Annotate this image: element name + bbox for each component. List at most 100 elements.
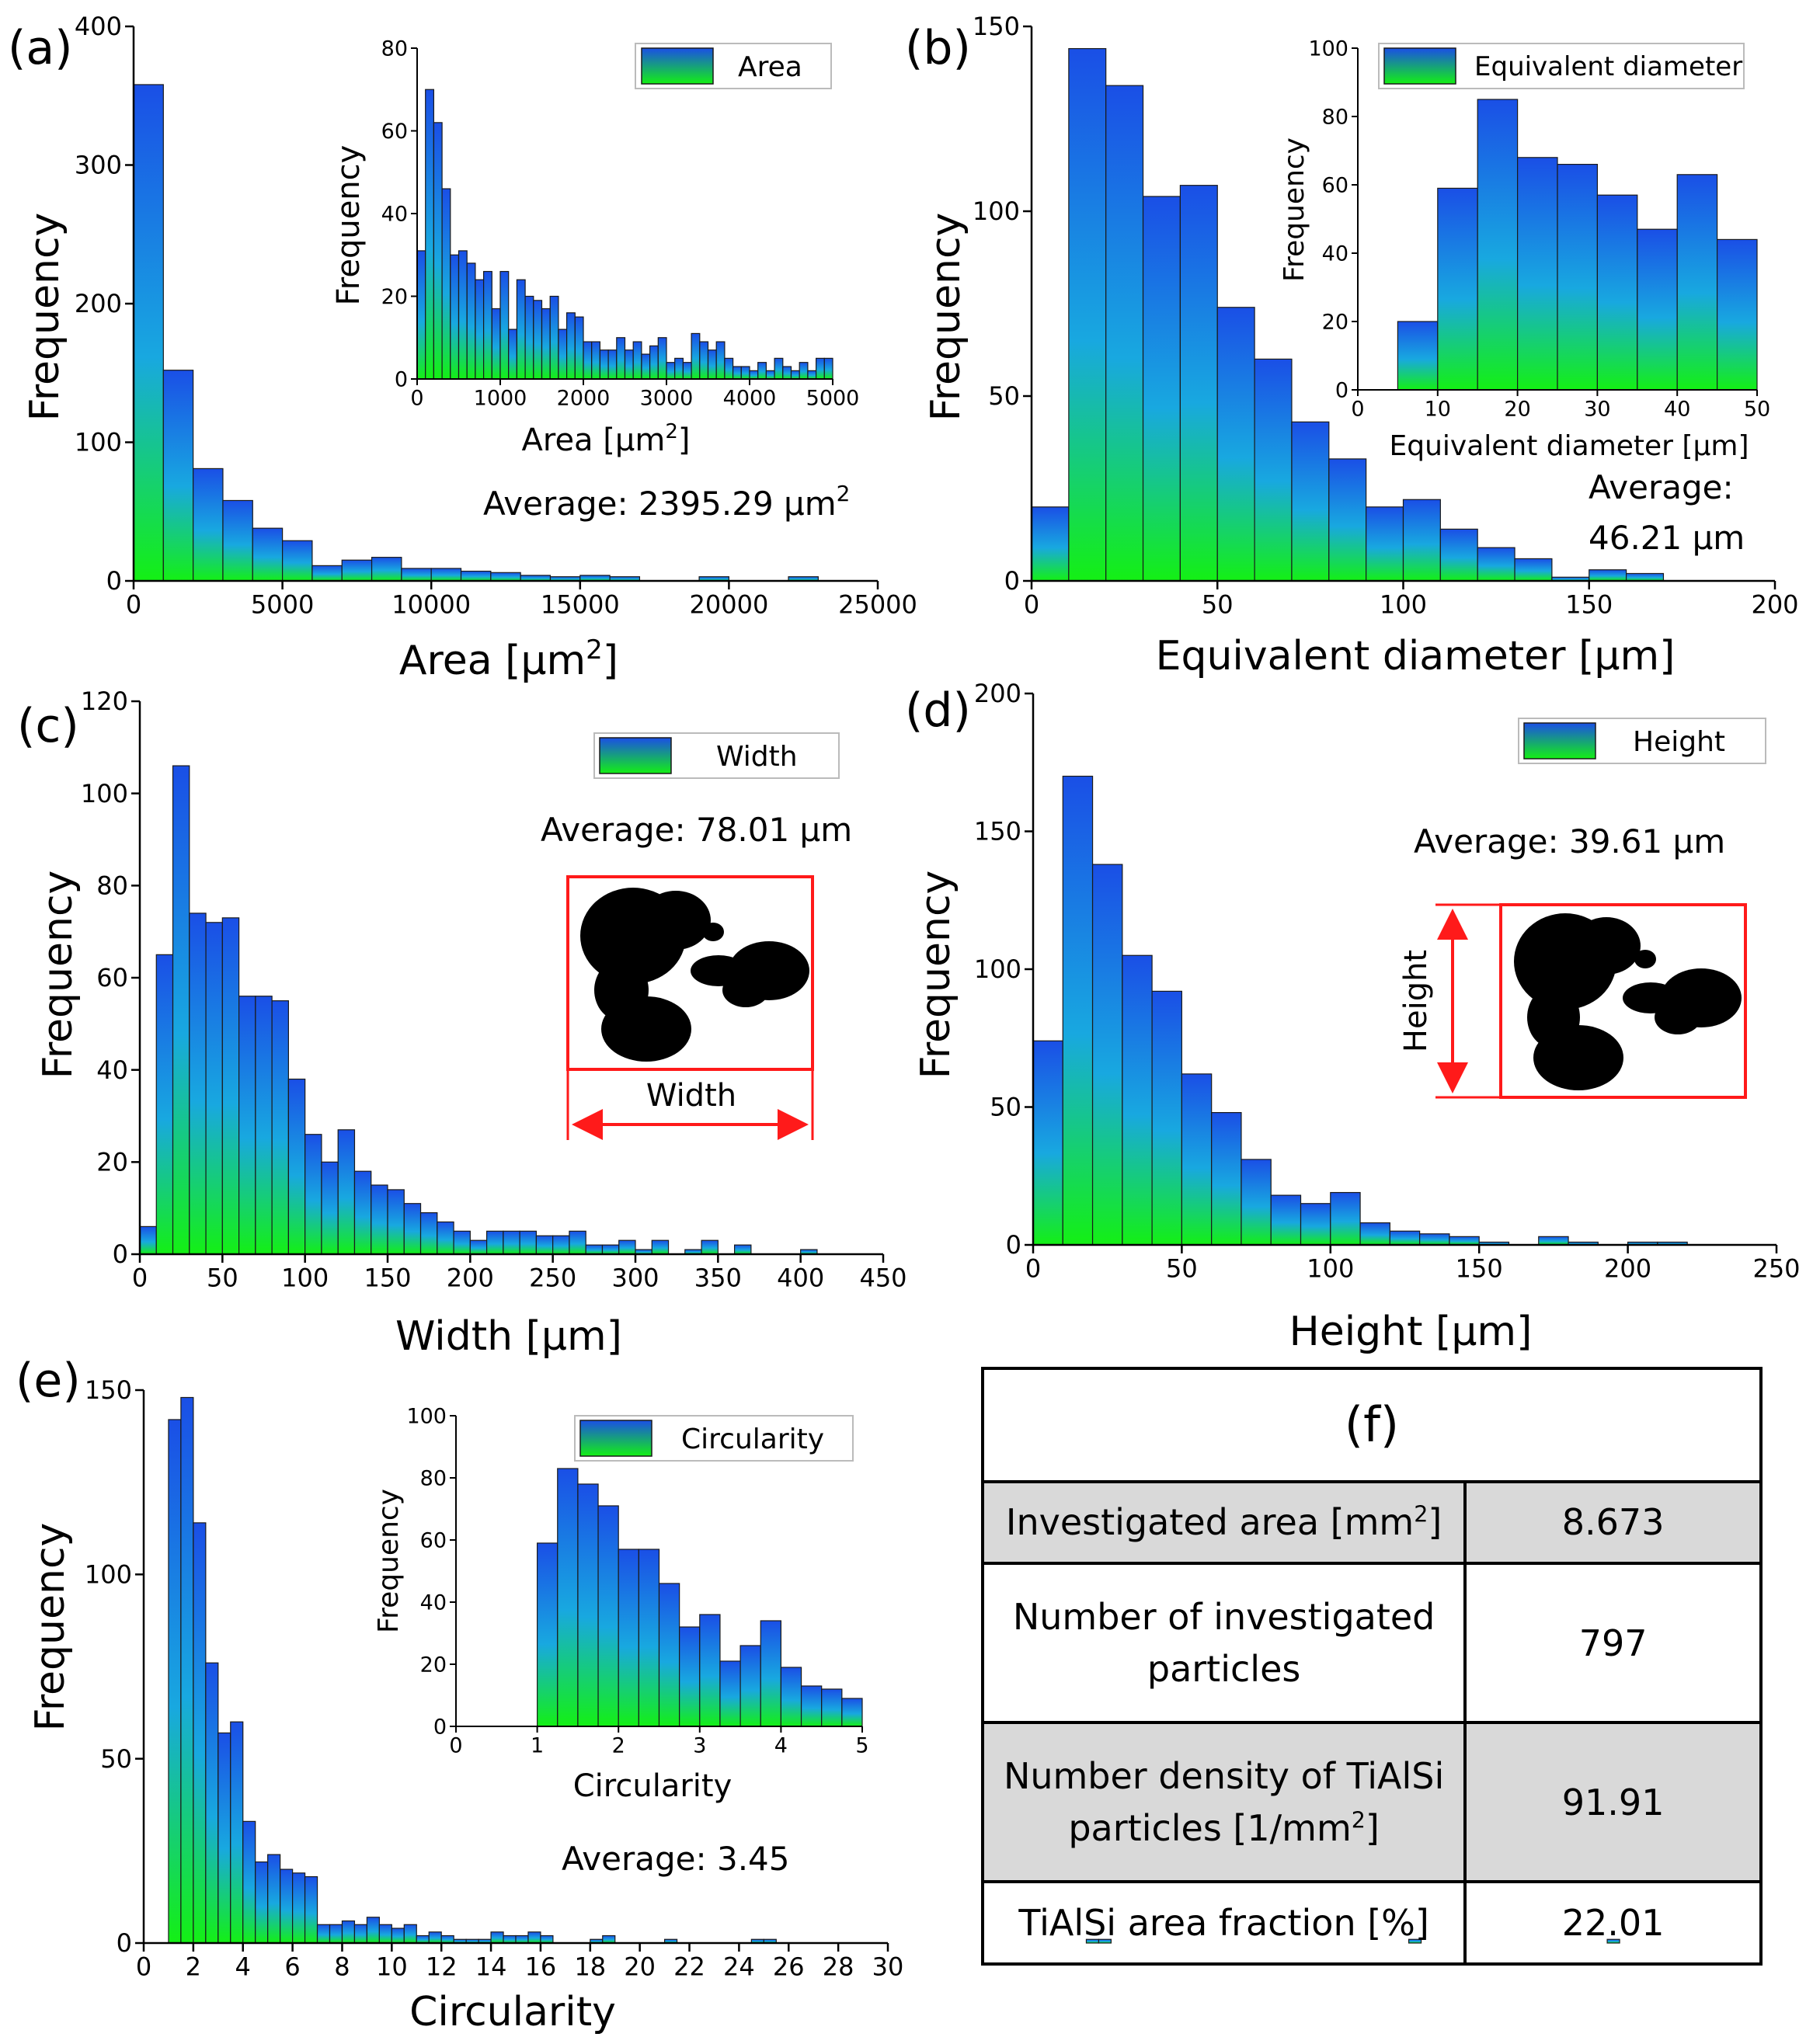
histogram-bar	[1449, 1236, 1480, 1246]
x-tick-label: 14	[475, 1952, 507, 1981]
xlabel-b: Equivalent diameter [μm]	[1156, 633, 1676, 680]
histogram-bar	[430, 568, 462, 582]
histogram-bar	[311, 565, 343, 582]
histogram-bar	[1637, 228, 1678, 391]
legend-e: Circularity	[574, 1415, 854, 1462]
x-tick-label: 150	[364, 1263, 411, 1292]
histogram-bar	[341, 559, 373, 582]
y-tick-label: 40	[96, 1055, 128, 1085]
table-row: Number density of TiAlSi particles [1/mm…	[980, 1721, 1763, 1884]
histogram-bar	[205, 922, 223, 1255]
x-tick-label: 20	[624, 1952, 656, 1981]
average-e: Average: 3.45	[562, 1840, 790, 1878]
histogram-bar	[774, 357, 784, 380]
table-cell-name: Number of investigated particles	[980, 1562, 1467, 1725]
x-tick-label: 200	[447, 1263, 494, 1292]
y-tick-label: 150	[973, 12, 1020, 41]
x-tick-label: 4	[235, 1952, 251, 1981]
histogram-bar	[1241, 1159, 1272, 1246]
particle-silhouette	[1514, 913, 1742, 1090]
x-tick-label: 250	[529, 1263, 576, 1292]
histogram-bar	[699, 341, 709, 380]
histogram-bar	[666, 362, 676, 380]
histogram-bar	[674, 357, 684, 380]
histogram-bar	[453, 1230, 471, 1255]
histogram-bar	[255, 996, 273, 1255]
legend-swatch	[579, 1420, 652, 1457]
y-tick-label: 60	[96, 963, 128, 992]
histogram-bar	[139, 1225, 157, 1255]
y-tick-label: 200	[75, 289, 122, 318]
y-tick-label: 120	[81, 687, 128, 716]
x-tick-label: 1	[531, 1734, 544, 1758]
xlabel-e-inset: Circularity	[573, 1768, 733, 1804]
histogram-bar	[1270, 1194, 1302, 1246]
y-tick-label: 0	[117, 1928, 132, 1958]
histogram-bar	[1516, 157, 1558, 391]
histogram-bar	[133, 84, 164, 582]
histogram-bar	[1062, 775, 1094, 1246]
legend-d: Height	[1518, 718, 1766, 764]
histogram-bar	[558, 328, 568, 380]
histogram-bar	[1091, 864, 1123, 1246]
histogram-bar	[321, 1161, 339, 1255]
histogram-bar	[632, 341, 642, 380]
histogram-bar	[1122, 954, 1153, 1246]
x-tick-label: 300	[611, 1263, 659, 1292]
x-tick-label: 5	[855, 1734, 868, 1758]
x-tick-label: 3	[693, 1734, 706, 1758]
histogram-bar	[535, 1235, 554, 1255]
histogram-bar	[271, 1000, 290, 1255]
histogram-bar	[222, 499, 253, 582]
histogram-bar	[353, 1170, 372, 1255]
histogram-bar	[624, 349, 634, 380]
x-tick-label: 1000	[474, 387, 527, 411]
x-tick-label: 0	[136, 1952, 151, 1981]
chart-height-histogram: 0 50 100 150 200 250 0 50 100 150 200	[974, 679, 1801, 1283]
histogram-bar	[466, 262, 476, 380]
histogram-bar	[536, 1542, 559, 1727]
histogram-bar	[172, 765, 190, 1255]
x-tick-label: 8	[334, 1952, 350, 1981]
x-tick-label: 450	[859, 1263, 906, 1292]
histogram-bar	[280, 1868, 294, 1944]
histogram-bar	[193, 468, 224, 582]
y-tick-label: 0	[395, 367, 408, 391]
histogram-bar	[450, 254, 460, 380]
x-tick-label: 4000	[723, 387, 777, 411]
x-tick-label: 200	[1751, 589, 1798, 619]
histogram-bar	[549, 295, 559, 380]
y-tick-label: 50	[100, 1744, 132, 1774]
histogram-bar	[252, 527, 284, 582]
histogram-bar	[658, 1583, 680, 1727]
x-tick-label: 0	[126, 589, 141, 619]
histogram-bar	[682, 362, 692, 380]
ylabel-b: Frequency	[923, 213, 969, 422]
histogram-bar	[516, 279, 526, 380]
xlabel-b-inset: Equivalent diameter [μm]	[1389, 430, 1749, 462]
histogram-bar	[740, 366, 750, 380]
histogram-bar	[823, 357, 833, 380]
y-tick-label: 20	[381, 285, 408, 309]
legend-c: Width	[593, 732, 840, 779]
y-tick-label: 60	[420, 1528, 447, 1552]
x-tick-label: 0	[410, 387, 423, 411]
histogram-bar	[168, 1419, 182, 1944]
x-tick-label: 4	[774, 1734, 788, 1758]
panel-label-d: (d)	[905, 683, 971, 738]
histogram-bar	[1254, 358, 1293, 582]
y-tick-label: 80	[420, 1466, 447, 1490]
x-tick-label: 0	[1024, 589, 1039, 619]
histogram-bar	[524, 295, 534, 380]
x-tick-label: 0	[1351, 398, 1364, 422]
x-tick-label: 50	[1744, 398, 1770, 422]
histogram-bar	[841, 1698, 863, 1727]
y-tick-label: 300	[75, 151, 122, 180]
histogram-bar	[1179, 185, 1218, 582]
histogram-bar	[180, 1396, 194, 1944]
histogram-bar	[508, 328, 518, 380]
x-tick-label: 16	[525, 1952, 557, 1981]
histogram-bar	[707, 349, 717, 380]
histogram-bar	[1717, 238, 1758, 391]
